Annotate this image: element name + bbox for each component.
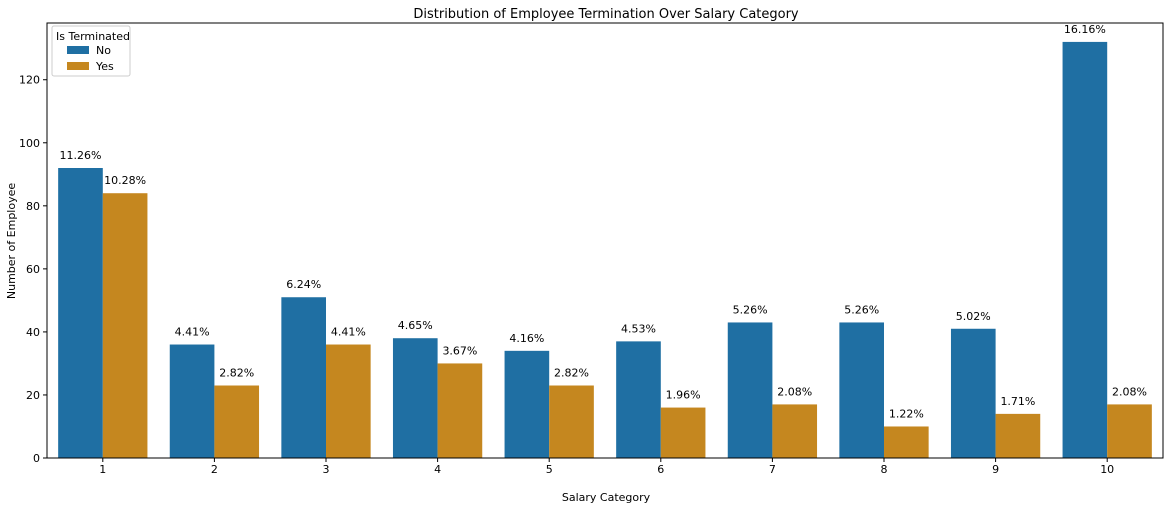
bar-yes-5 (549, 385, 594, 458)
bar-label-no-6: 4.53% (621, 322, 656, 335)
bar-no-6 (616, 341, 661, 458)
legend: Is Terminated No Yes (51, 25, 131, 77)
bar-yes-7 (772, 404, 818, 458)
y-tick-label: 80 (26, 200, 40, 213)
bar-label-no-3: 6.24% (286, 278, 321, 291)
bar-yes-10 (1107, 404, 1152, 458)
bar-label-yes-4: 3.67% (442, 344, 477, 357)
bar-yes-6 (660, 407, 706, 458)
legend-label-no: No (96, 44, 111, 57)
bar-no-9 (950, 328, 996, 458)
chart-title: Distribution of Employee Termination Ove… (413, 7, 799, 22)
bar-label-yes-6: 1.96% (666, 389, 701, 402)
bar-label-no-10: 16.16% (1064, 23, 1106, 36)
bar-label-no-8: 5.26% (844, 303, 879, 316)
bar-no-2 (169, 344, 215, 458)
legend-title: Is Terminated (56, 30, 130, 43)
x-tick-label: 10 (1100, 463, 1114, 476)
x-tick-label: 2 (211, 463, 218, 476)
y-axis-label: Number of Employee (5, 183, 18, 299)
y-tick-label: 120 (19, 74, 40, 87)
legend-swatch-yes (67, 62, 89, 70)
y-tick-label: 0 (33, 452, 40, 465)
bar-no-8 (839, 322, 884, 458)
bar-no-5 (504, 350, 550, 458)
bar-no-4 (392, 338, 438, 458)
bar-yes-9 (995, 413, 1041, 458)
bar-no-7 (727, 322, 773, 458)
legend-swatch-no (67, 46, 89, 54)
bar-no-10 (1062, 41, 1108, 458)
x-tick-label: 1 (99, 463, 106, 476)
bar-label-yes-2: 2.82% (219, 367, 254, 380)
bar-label-no-2: 4.41% (175, 326, 210, 339)
bar-label-no-5: 4.16% (509, 332, 544, 345)
x-tick-label: 8 (881, 463, 888, 476)
plot-frame (46, 22, 1164, 459)
x-axis-label: Salary Category (562, 491, 651, 504)
x-tick-label: 6 (657, 463, 664, 476)
x-tick-label: 7 (769, 463, 776, 476)
bar-no-1 (58, 168, 103, 458)
y-tick-label: 60 (26, 263, 40, 276)
bar-label-yes-5: 2.82% (554, 367, 589, 380)
y-tick-label: 100 (19, 137, 40, 150)
x-tick-label: 5 (546, 463, 553, 476)
bar-label-yes-1: 10.28% (104, 174, 146, 187)
bar-label-yes-10: 2.08% (1112, 385, 1147, 398)
bar-yes-1 (102, 193, 148, 458)
legend-label-yes: Yes (95, 60, 114, 73)
bar-yes-8 (884, 426, 929, 458)
bar-yes-4 (437, 363, 483, 458)
bar-label-yes-7: 2.08% (777, 385, 812, 398)
bar-no-3 (281, 297, 326, 458)
y-tick-label: 20 (26, 389, 40, 402)
bar-label-yes-8: 1.22% (889, 407, 924, 420)
bar-label-yes-9: 1.71% (1000, 395, 1035, 408)
bars-layer: 11.26% 4.41% 6.24% 4.65% 4.16% 4.53% 5.26% 5.26… (58, 23, 1152, 458)
bar-label-no-4: 4.65% (398, 319, 433, 332)
bar-yes-2 (214, 385, 260, 458)
bar-label-no-9: 5.02% (956, 310, 991, 323)
x-tick-label: 9 (992, 463, 999, 476)
bar-yes-3 (326, 344, 371, 458)
bar-label-no-1: 11.26% (60, 149, 102, 162)
x-tick-label: 4 (434, 463, 441, 476)
x-tick-label: 3 (323, 463, 330, 476)
axes-layer: 0 20 40 60 80 100 120 1 2 3 4 5 6 7 8 9 10 (19, 22, 1164, 476)
bar-label-no-7: 5.26% (733, 303, 768, 316)
bar-label-yes-3: 4.41% (331, 326, 366, 339)
y-tick-label: 40 (26, 326, 40, 339)
